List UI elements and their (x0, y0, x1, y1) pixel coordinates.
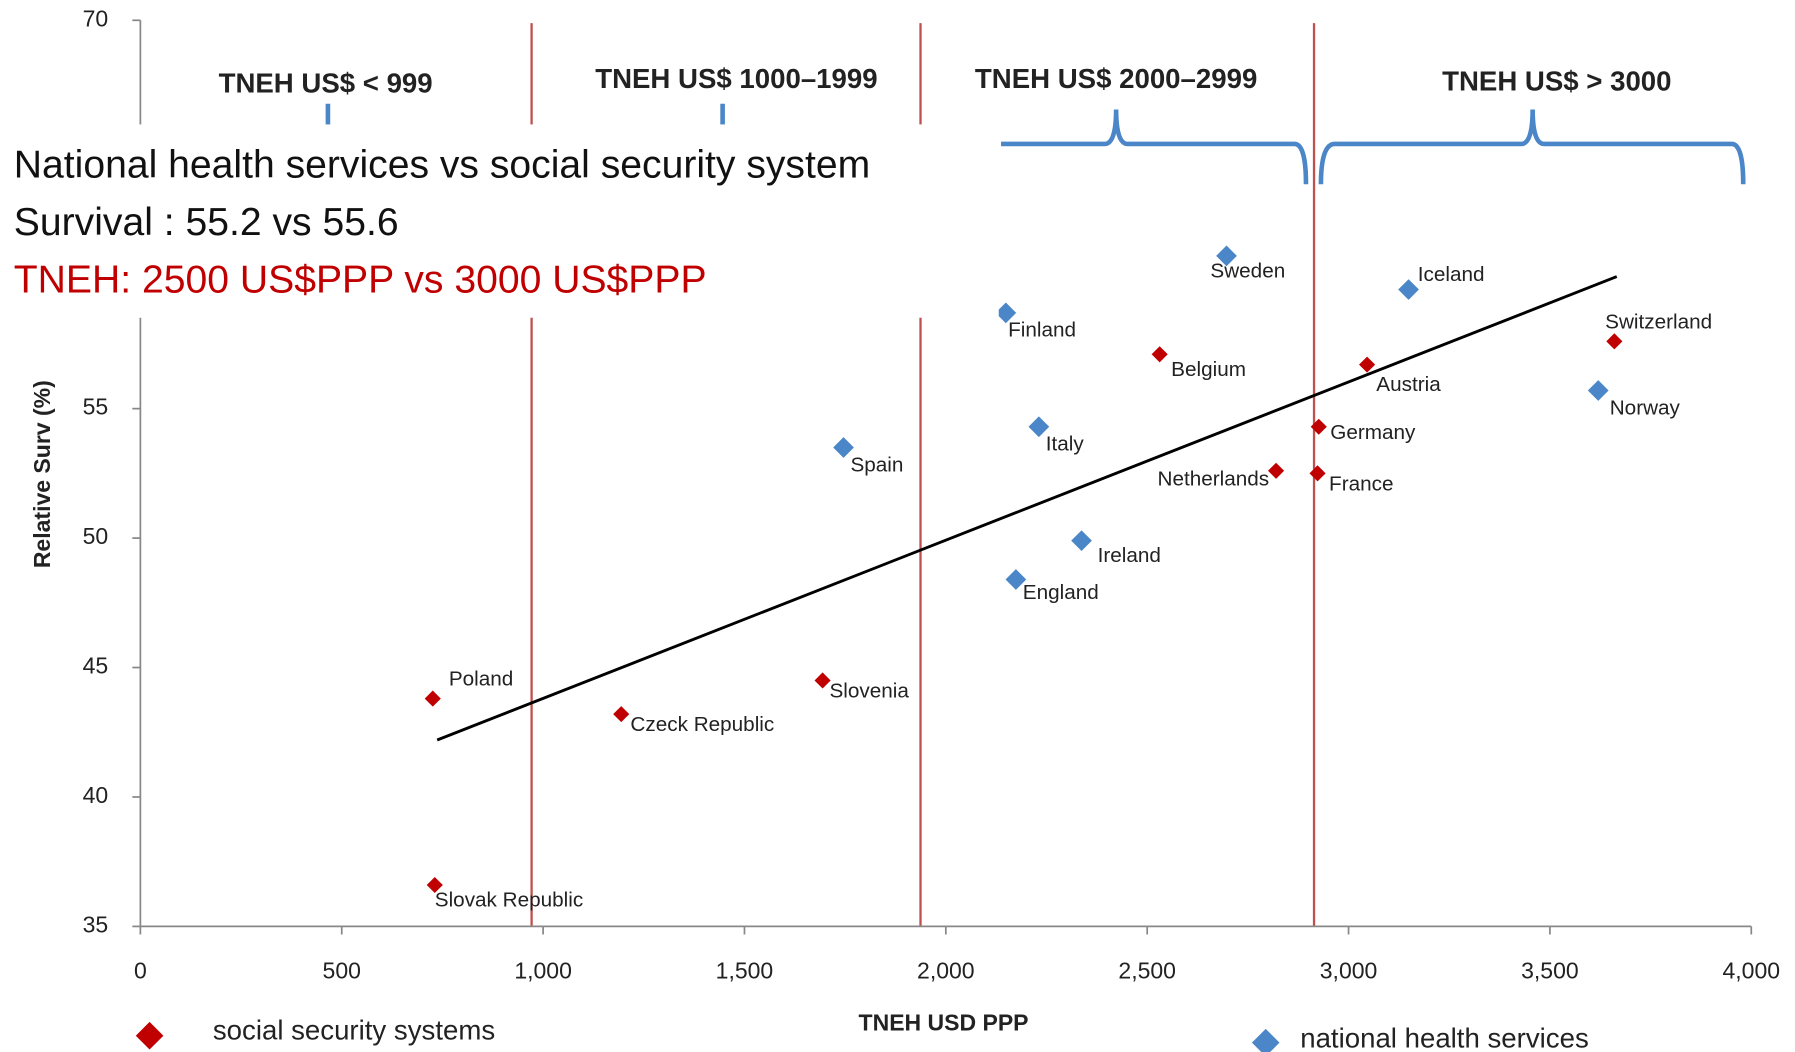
point (814, 672, 831, 689)
x-tick-label: 500 (323, 958, 361, 984)
bracket (1318, 109, 1746, 185)
point (1028, 416, 1050, 438)
legend-marker (1251, 1028, 1280, 1052)
x-tick-label: 2,000 (917, 958, 975, 984)
background-layer: TNEH US$ < 999 TNEH US$ 1000–1999 TNEH U… (29, 23, 1746, 1035)
point (1398, 279, 1419, 300)
trendline (436, 275, 1618, 742)
x-tick-label: 1,500 (716, 958, 774, 984)
x-tick-label: 4,000 (1722, 958, 1780, 984)
point (613, 706, 630, 723)
plot-layer: 354045505560657005001,0001,5002,0002,500… (83, 5, 1780, 1052)
group-label: TNEH US$ < 999 (219, 68, 433, 99)
point (426, 876, 443, 894)
y-tick-label: 55 (83, 394, 109, 420)
point-label: Netherlands (1158, 467, 1270, 490)
x-tick-label: 3,000 (1320, 958, 1378, 984)
legend-label: national health services (1300, 1023, 1589, 1052)
point-label: Belgium (1171, 358, 1246, 381)
point-label: England (1023, 581, 1099, 604)
point (1359, 356, 1376, 373)
y-tick-label: 50 (83, 523, 109, 549)
legend-label: social security systems (213, 1015, 495, 1046)
group-label: TNEH US$ 1000–1999 (595, 63, 877, 94)
point-label: Slovenia (829, 679, 909, 702)
point (995, 302, 1017, 324)
x-tick-label: 2,500 (1118, 958, 1176, 984)
note: National health services vs social secur… (14, 143, 870, 186)
y-axis-label: Relative Surv (%) (29, 380, 55, 568)
bracket (1001, 109, 1309, 185)
overlay-layer: National health services vs social secur… (0, 124, 999, 318)
legend-marker (135, 1021, 164, 1050)
point (833, 437, 854, 458)
point-label: France (1329, 472, 1393, 495)
y-tick-label: 45 (83, 653, 109, 679)
point-label: Austria (1376, 373, 1441, 396)
point-label: Switzerland (1605, 310, 1712, 333)
x-tick-label: 3,500 (1521, 958, 1579, 984)
point-label: Czeck Republic (630, 713, 774, 736)
point-label: Poland (449, 668, 513, 691)
point-label: Sweden (1210, 259, 1285, 282)
note-box (0, 124, 999, 318)
point-label: Germany (1330, 421, 1416, 444)
x-axis-label: TNEH USD PPP (859, 1009, 1029, 1035)
y-tick-label: 35 (83, 912, 109, 938)
point-label: Italy (1046, 433, 1085, 456)
group-label: TNEH US$ 2000–2999 (975, 63, 1257, 94)
point (1606, 333, 1623, 350)
group-label: TNEH US$ > 3000 (1442, 65, 1671, 96)
point (1268, 462, 1285, 479)
point-label: Ireland (1098, 544, 1161, 567)
y-tick-label: 40 (83, 782, 109, 808)
point (1151, 346, 1168, 363)
point-label: Spain (850, 453, 903, 476)
point-label: Norway (1610, 396, 1681, 419)
point-label: Iceland (1418, 263, 1485, 286)
point (424, 690, 441, 707)
y-tick-label: 70 (83, 5, 109, 31)
point (1309, 465, 1326, 482)
note: TNEH: 2500 US$PPP vs 3000 US$PPP (14, 258, 707, 301)
x-tick-label: 0 (134, 958, 147, 984)
bracket (325, 103, 725, 127)
x-tick-label: 1,000 (514, 958, 572, 984)
point (1071, 530, 1092, 552)
note: Survival : 55.2 vs 55.6 (14, 201, 399, 244)
point-label: Finland (1008, 319, 1076, 342)
point (1587, 380, 1609, 401)
point-label: Slovak Republic (435, 889, 583, 912)
